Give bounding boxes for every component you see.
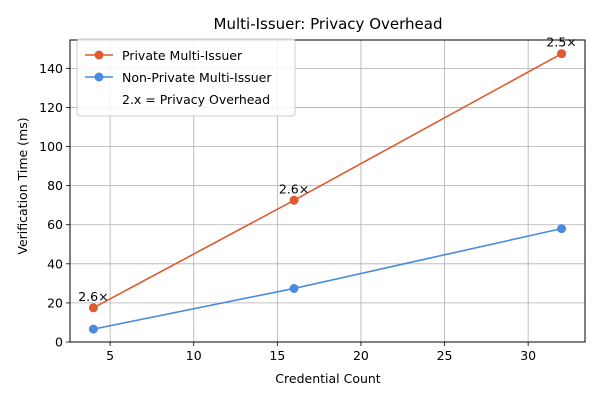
x-tick-label: 5 bbox=[106, 348, 114, 363]
annotation-label: 2.5× bbox=[546, 35, 576, 50]
y-tick-label: 40 bbox=[47, 256, 63, 271]
legend-label-private: Private Multi-Issuer bbox=[122, 48, 243, 63]
legend-box bbox=[76, 38, 296, 117]
series-line-1 bbox=[93, 227, 562, 330]
data-point bbox=[88, 303, 98, 313]
data-point bbox=[557, 49, 567, 59]
y-tick-label: 60 bbox=[47, 217, 63, 232]
plot-frame bbox=[69, 39, 586, 343]
x-tick-label: 25 bbox=[437, 348, 453, 363]
chart-title: Multi-Issuer: Privacy Overhead bbox=[214, 15, 443, 33]
y-axis-title: Verification Time (ms) bbox=[15, 117, 30, 254]
legend-marker-nonprivate bbox=[94, 72, 104, 82]
x-tick-label: 30 bbox=[520, 348, 536, 363]
y-tick-label: 140 bbox=[39, 61, 63, 76]
annotations: 2.6× 2.6× 2.5× bbox=[78, 35, 577, 304]
legend: Private Multi-Issuer Non-Private Multi-I… bbox=[76, 38, 296, 117]
y-tick-label: 80 bbox=[47, 178, 63, 193]
x-tick-label: 15 bbox=[269, 348, 285, 363]
data-point bbox=[289, 283, 299, 293]
series-group bbox=[88, 49, 567, 334]
y-tick-label: 20 bbox=[47, 295, 63, 310]
x-tick-label: 10 bbox=[186, 348, 202, 363]
data-point bbox=[557, 224, 567, 234]
legend-note: 2.x = Privacy Overhead bbox=[122, 92, 270, 107]
data-point bbox=[88, 324, 98, 334]
grid bbox=[70, 40, 585, 343]
x-tick-label: 20 bbox=[353, 348, 369, 363]
y-tick-label: 0 bbox=[55, 335, 63, 350]
x-axis-title: Credential Count bbox=[275, 371, 381, 386]
data-point bbox=[289, 195, 299, 205]
annotation-label: 2.6× bbox=[279, 181, 309, 196]
y-tick-label: 100 bbox=[39, 139, 63, 154]
annotation-label: 2.6× bbox=[78, 289, 108, 304]
legend-label-nonprivate: Non-Private Multi-Issuer bbox=[122, 70, 272, 85]
ticks: 5 10 15 20 25 30 0 20 40 60 80 100 120 140 bbox=[39, 61, 536, 363]
legend-marker-private bbox=[94, 50, 104, 60]
y-tick-label: 120 bbox=[39, 100, 63, 115]
